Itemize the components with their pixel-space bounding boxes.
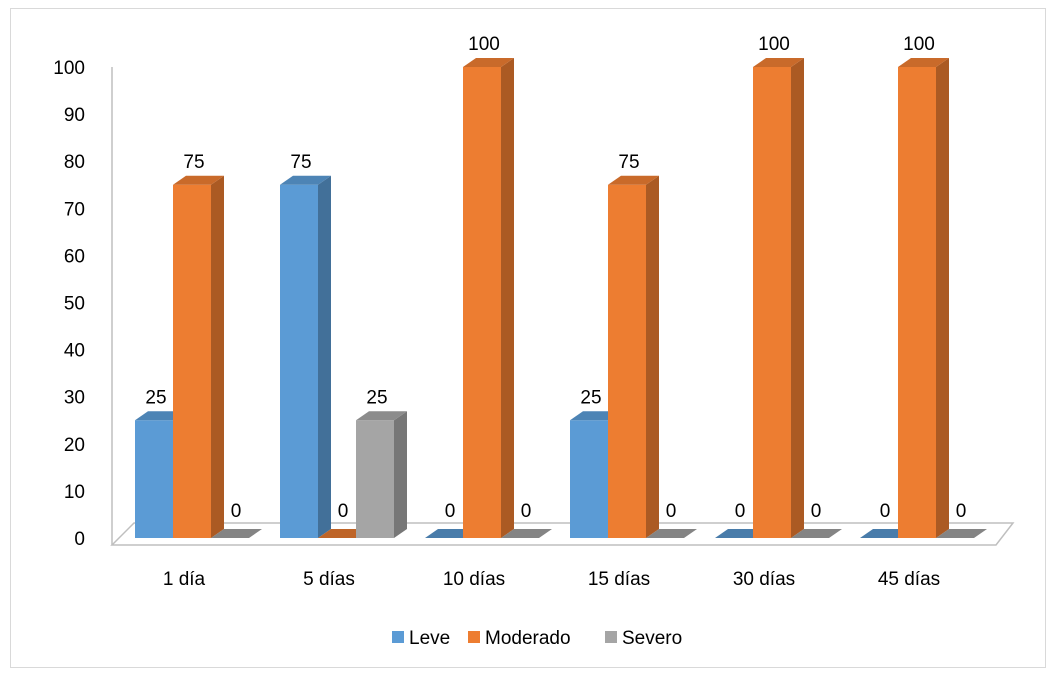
data-label: 0: [521, 501, 532, 522]
bar-moderado: [753, 58, 804, 538]
bar-side: [318, 175, 331, 538]
data-label: 0: [811, 501, 822, 522]
legend: Leve Moderado Severo: [392, 628, 682, 649]
data-label: 0: [338, 501, 349, 522]
bar-top: [356, 411, 407, 421]
data-label: 0: [735, 501, 746, 522]
data-label: 75: [183, 152, 204, 173]
bars: [135, 58, 987, 538]
legend-item-severo: Severo: [605, 628, 682, 649]
y-tick-label: 80: [64, 152, 85, 173]
bar-top: [173, 175, 224, 185]
legend-swatch: [605, 631, 617, 643]
bar-top: [753, 58, 804, 67]
bar-side: [791, 58, 804, 538]
bar-top: [608, 175, 659, 185]
bar-front: [173, 184, 211, 538]
bar-severo: [501, 529, 552, 538]
x-tick-label: 30 días: [733, 569, 795, 590]
data-label: 0: [956, 501, 967, 522]
bar-zero: [936, 529, 987, 538]
bar-zero: [211, 529, 262, 538]
legend-label: Moderado: [485, 628, 571, 649]
bar-severo: [791, 529, 842, 538]
bar-front: [280, 184, 318, 538]
bar-side: [211, 175, 224, 538]
data-label: 0: [666, 501, 677, 522]
bar-moderado: [608, 175, 659, 538]
bar-front: [463, 67, 501, 538]
y-tick-label: 0: [74, 529, 85, 550]
bar-moderado: [173, 175, 224, 538]
y-axis: 0 10 20 30 40 50 60 70 80 90 100: [53, 58, 113, 550]
bar-top: [280, 175, 331, 185]
y-tick-label: 30: [64, 388, 85, 409]
bar-front: [570, 420, 608, 538]
bar-zero: [501, 529, 552, 538]
bar-severo: [356, 411, 407, 538]
bar-zero: [791, 529, 842, 538]
data-label: 0: [231, 501, 242, 522]
x-tick-label: 10 días: [443, 569, 505, 590]
y-tick-label: 40: [64, 341, 85, 362]
data-label: 75: [290, 152, 311, 173]
y-tick-label: 60: [64, 246, 85, 267]
x-tick-label: 1 día: [163, 569, 206, 590]
bar-front: [135, 420, 173, 538]
legend-item-leve: Leve: [392, 628, 450, 649]
legend-label: Leve: [409, 628, 450, 649]
data-label: 0: [445, 501, 456, 522]
x-tick-label: 45 días: [878, 569, 940, 590]
bar-zero: [646, 529, 697, 538]
x-tick-label: 15 días: [588, 569, 650, 590]
legend-swatch: [392, 631, 404, 643]
bar-front: [356, 420, 394, 538]
data-label: 100: [468, 34, 500, 55]
data-label: 100: [758, 34, 790, 55]
y-tick-label: 50: [64, 294, 85, 315]
x-tick-label: 5 días: [303, 569, 355, 590]
legend-label: Severo: [622, 628, 682, 649]
data-label: 100: [903, 34, 935, 55]
bar-severo: [936, 529, 987, 538]
bar-side: [394, 411, 407, 538]
bar-moderado: [463, 58, 514, 538]
bar-severo: [211, 529, 262, 538]
bar-side: [936, 58, 949, 538]
y-tick-label: 20: [64, 435, 85, 456]
bar-front: [608, 184, 646, 538]
y-tick-label: 90: [64, 105, 85, 126]
bar-leve: [280, 175, 331, 538]
bar-severo: [646, 529, 697, 538]
y-tick-label: 100: [53, 58, 85, 79]
bar-top: [898, 58, 949, 67]
data-label: 25: [366, 387, 387, 408]
data-label: 25: [580, 387, 601, 408]
bar-moderado: [898, 58, 949, 538]
legend-item-moderado: Moderado: [468, 628, 571, 649]
bar-front: [753, 67, 791, 538]
bar-side: [646, 175, 659, 538]
y-tick-label: 10: [64, 482, 85, 503]
data-label: 0: [880, 501, 891, 522]
bar-front: [898, 67, 936, 538]
legend-swatch: [468, 631, 480, 643]
data-label: 25: [145, 387, 166, 408]
data-label: 75: [618, 152, 639, 173]
bar-top: [463, 58, 514, 67]
x-axis: 1 día 5 días 10 días 15 días 30 días 45 días: [163, 569, 940, 590]
y-tick-label: 70: [64, 199, 85, 220]
bar-side: [501, 58, 514, 538]
data-labels: 25 75 0 75 0 25 0 100 0 25 75 0 0 100 0 0 100 0: [145, 34, 966, 522]
